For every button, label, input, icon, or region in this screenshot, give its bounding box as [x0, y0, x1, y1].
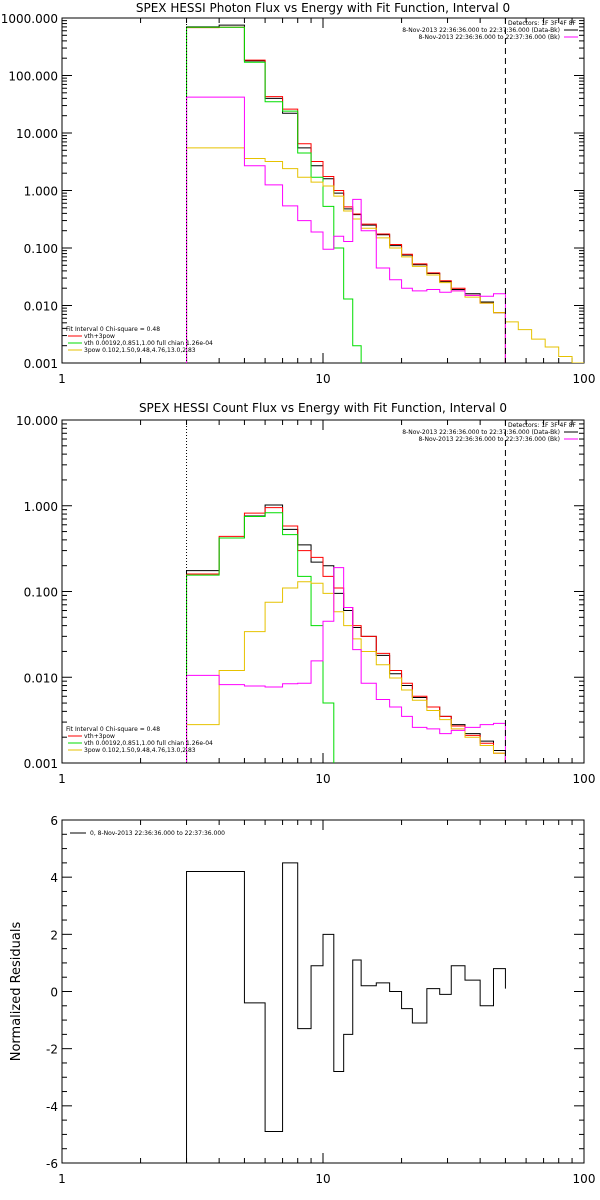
legend-fit-component-1: vth+3pow — [84, 333, 115, 340]
plot-data — [186, 24, 584, 363]
legend-detectors: Detectors: 1F 3F 4F 8F — [508, 20, 577, 27]
series-line-data-bk — [186, 24, 506, 363]
y-tick-label: 1.000 — [24, 500, 58, 514]
y-tick-label: -2 — [46, 1043, 58, 1057]
y-axis-label: Normalized Residuals — [9, 922, 24, 1062]
x-tick-label: 10 — [315, 772, 330, 786]
legend-residual: 0, 8-Nov-2013 22:36:36.000 to 22:37:36.0… — [90, 830, 225, 837]
legend-data-bk: 8-Nov-2013 22:36:36.000 to 22:37:36.000 … — [402, 27, 560, 34]
chart-title: SPEX HESSI Count Flux vs Energy with Fit… — [139, 401, 507, 415]
legend-fit-component-2: vth 0.00192,0.851,1.00 full chian 1.26e-… — [84, 740, 213, 747]
y-tick-label: 0.100 — [24, 586, 58, 600]
legend-detectors: Detectors: 1F 3F 4F 8F — [508, 422, 577, 429]
x-tick-label: 100 — [573, 772, 596, 786]
series-line-vth — [186, 26, 362, 363]
plot-frame — [61, 819, 585, 1164]
y-tick-label: 6 — [50, 814, 58, 828]
legend-fit-interval: Fit Interval 0 Chi-square = 0.48 — [66, 326, 160, 333]
y-tick-label: 2 — [50, 928, 58, 942]
legend-fit-component-2: vth 0.00192,0.851,1.00 full chian 1.26e-… — [84, 340, 213, 347]
y-tick-label: 10.000 — [16, 414, 58, 428]
chart-panel-2: 1 10 100 0.001 0.010 0.100 1.000 10.000 SPEX HES… — [16, 401, 595, 786]
legend-fit-interval: Fit Interval 0 Chi-square = 0.48 — [66, 726, 160, 733]
y-tick-label: -6 — [46, 1157, 58, 1171]
x-tick-label: 100 — [573, 372, 596, 386]
series-line-bk — [186, 567, 506, 763]
series-line-vth-3pow — [186, 507, 506, 763]
series-line-bk — [186, 96, 506, 363]
series-line-data-bk — [186, 504, 506, 763]
y-tick-label: 0.001 — [24, 357, 58, 371]
y-tick-label: 0.100 — [24, 242, 58, 256]
legend-data-bk: 8-Nov-2013 22:36:36.000 to 22:37:36.000 … — [402, 429, 560, 436]
y-tick-label: 0.010 — [24, 300, 58, 314]
plot-data — [186, 862, 506, 1163]
series-line-3pow — [186, 581, 506, 763]
y-tick-label: 4 — [50, 871, 58, 885]
series-line-residuals — [186, 862, 506, 1163]
y-tick-label: 10.000 — [16, 127, 58, 141]
legend-fit-component-1: vth+3pow — [84, 733, 115, 740]
legend-fit-component-3: 3pow 0.102,1.50,9.48,4.76,13.0,2.83 — [84, 347, 196, 354]
series-line-vth — [186, 512, 335, 763]
y-tick-label: 0 — [50, 986, 58, 1000]
x-tick-label: 1 — [58, 772, 66, 786]
series-line-vth-3pow — [186, 26, 506, 363]
legend-bk: 8-Nov-2013 22:36:36.000 to 22:37:36.000 … — [418, 34, 560, 41]
x-tick-label: 10 — [315, 372, 330, 386]
x-tick-label: 1 — [58, 372, 66, 386]
y-tick-label: -4 — [46, 1100, 58, 1114]
chart-title: SPEX HESSI Photon Flux vs Energy with Fi… — [136, 1, 510, 15]
series-line-3pow — [186, 147, 584, 363]
legend-fit-component-3: 3pow 0.102,1.50,9.48,4.76,13.0,2.83 — [84, 747, 196, 754]
y-tick-label: 1.000 — [24, 185, 58, 199]
y-tick-label: 0.010 — [24, 671, 58, 685]
y-tick-label: 0.001 — [24, 757, 58, 771]
chart-panel-1: 1 10 100 0.001 0.010 0.100 1.000 10.000 100.000 1… — [1, 1, 596, 386]
legend-bk: 8-Nov-2013 22:36:36.000 to 22:37:36.000 … — [418, 436, 560, 443]
x-tick-label: 1 — [58, 1172, 66, 1186]
chart-panel-3: 1 10 100 -6 -4 -2 0 2 4 6 Normalized Residuals 0, 8… — [9, 814, 595, 1186]
x-tick-label: 100 — [573, 1172, 596, 1186]
x-tick-label: 10 — [315, 1172, 330, 1186]
plot-data — [186, 504, 506, 763]
y-tick-label: 1000.000 — [1, 12, 58, 26]
y-tick-label: 100.000 — [8, 70, 58, 84]
